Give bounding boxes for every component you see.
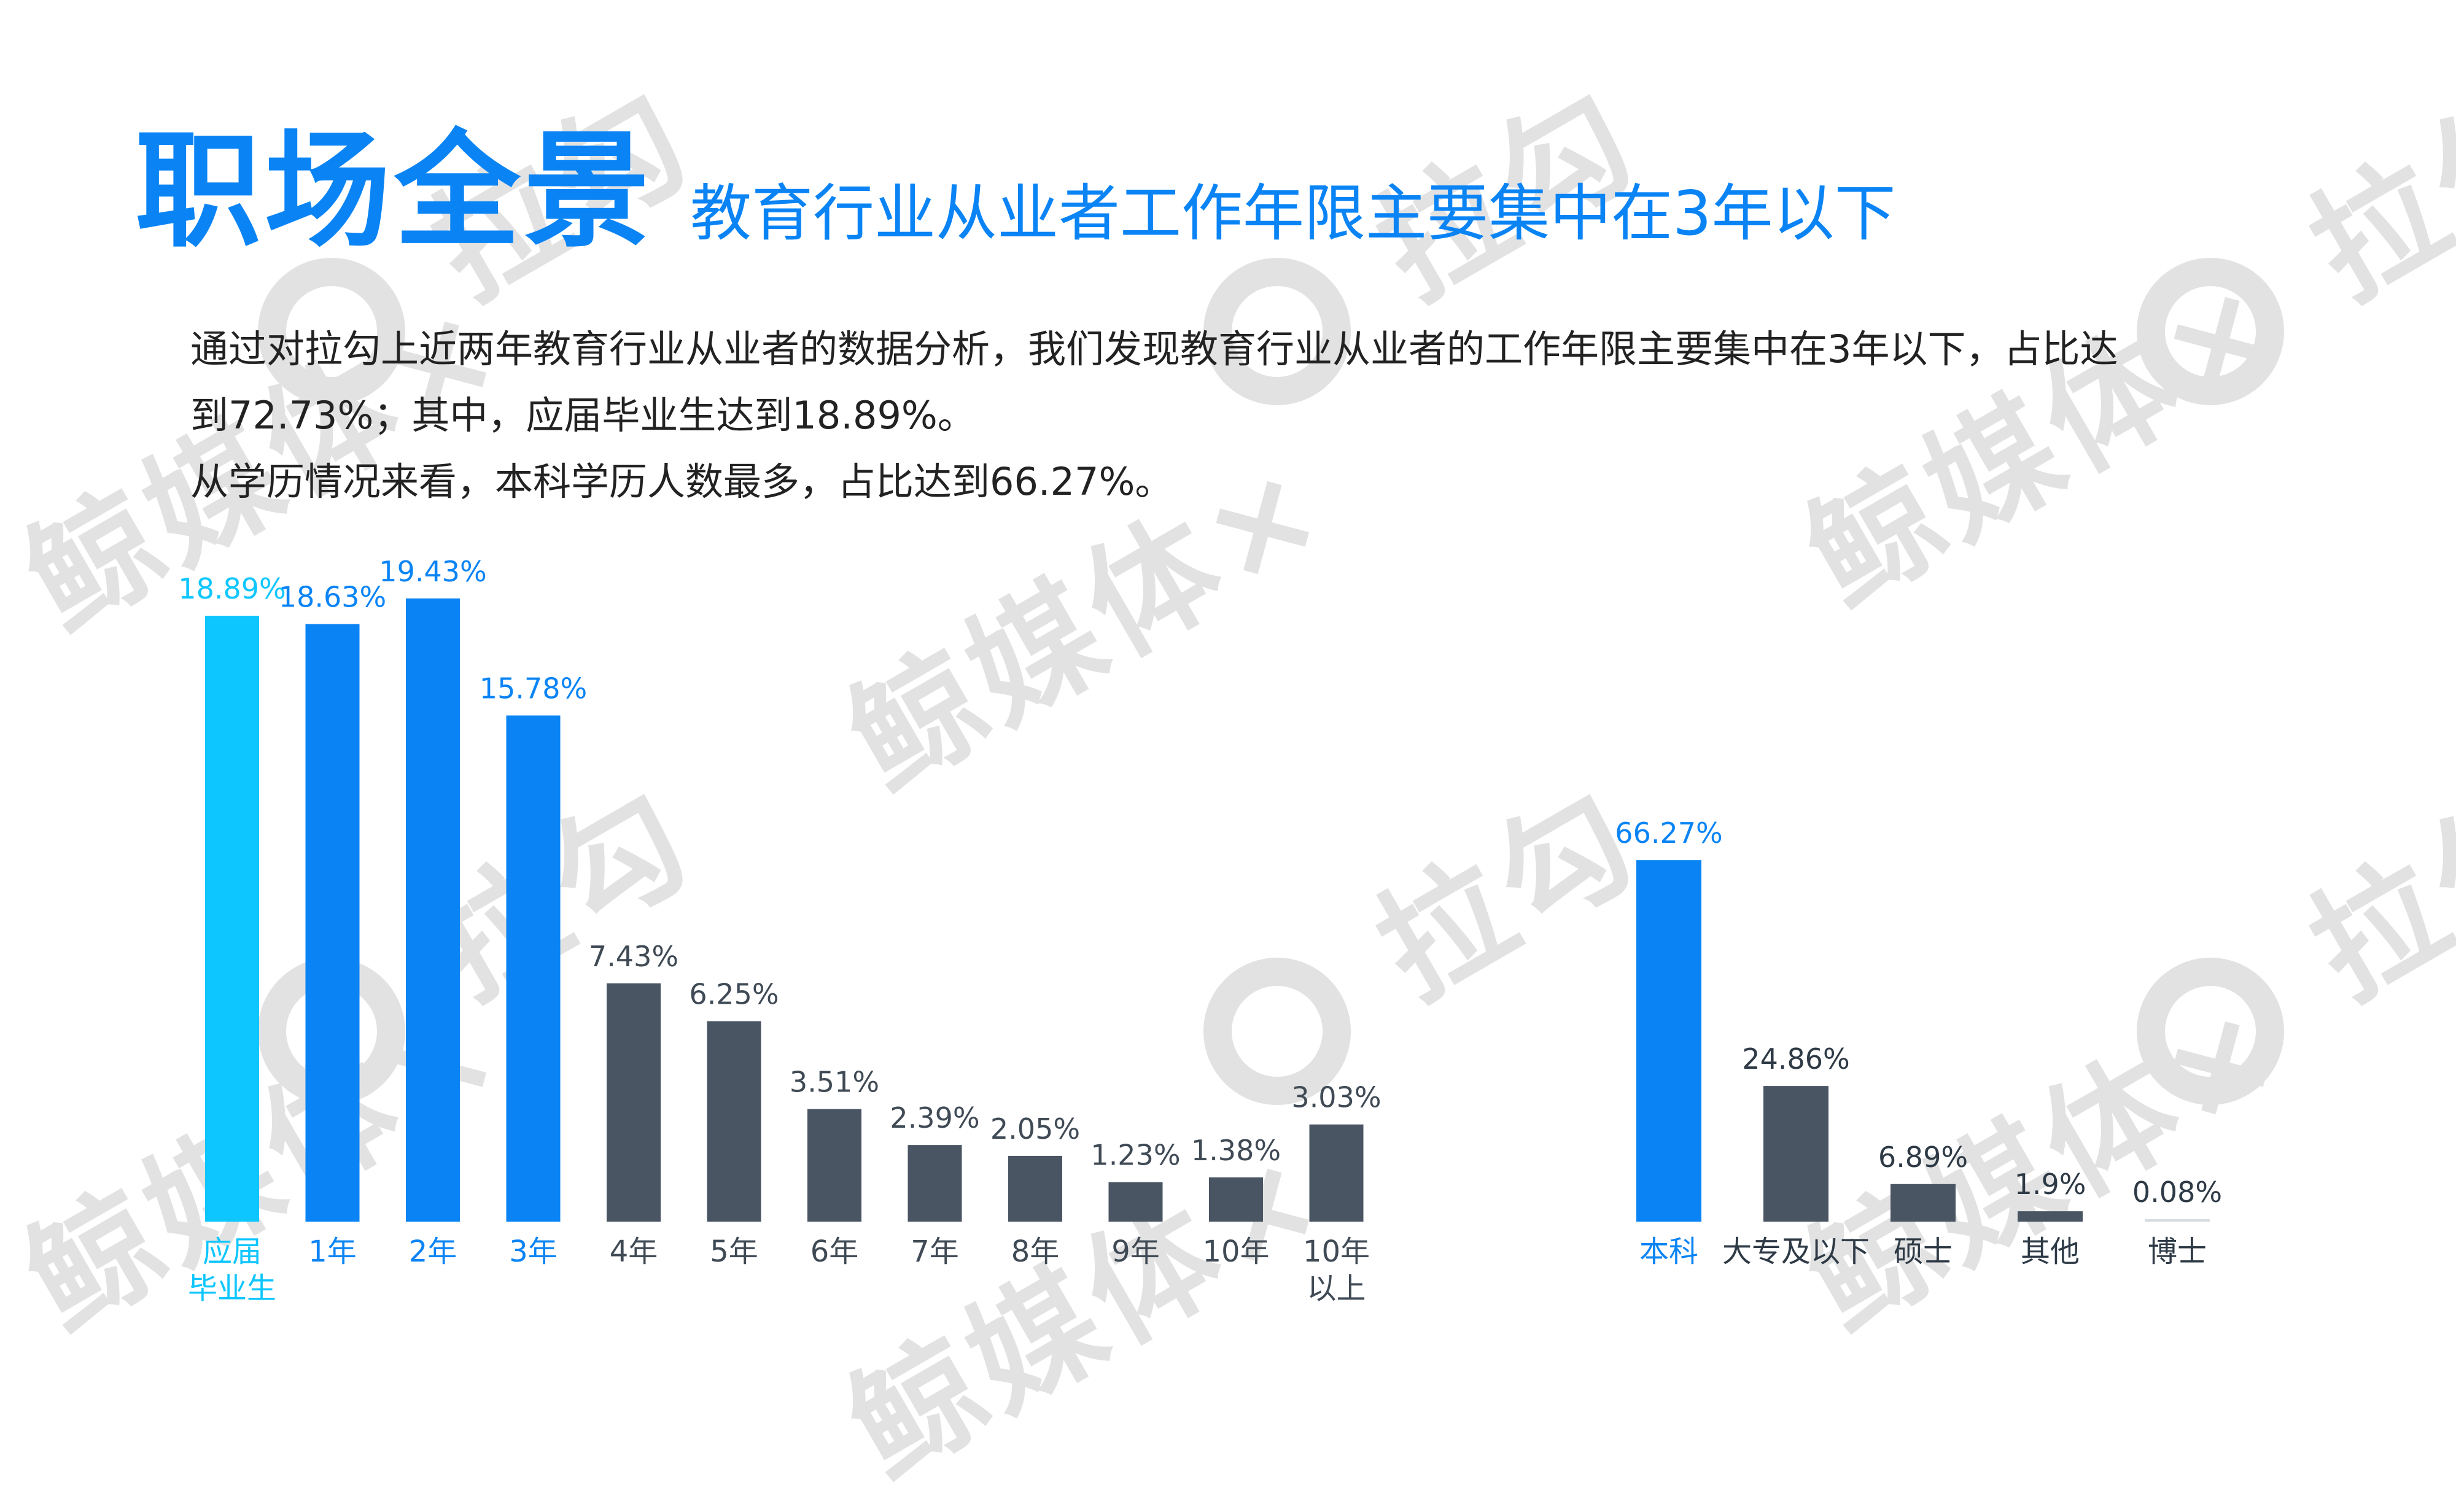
category-label: 5年 [710,1235,758,1269]
bar [1008,1155,1062,1222]
bar [1636,860,1701,1222]
category-label: 4年 [610,1235,658,1269]
category-label: 9年 [1111,1235,1160,1269]
bar [807,1109,861,1222]
description-line: 到72.73%；其中，应届毕业生达到18.89%。 [190,393,976,438]
category-label: 6年 [810,1235,859,1269]
data-label: 18.63% [279,581,386,614]
category-label: 大专及以下 [1722,1235,1870,1269]
data-label: 15.78% [480,672,587,705]
description-line: 通过对拉勾上近两年教育行业从业者的数据分析，我们发现教育行业从业者的工作年限主要… [190,327,2118,371]
bar [607,983,661,1222]
category-label: 毕业生 [188,1271,276,1306]
data-label: 1.23% [1090,1139,1180,1172]
data-label: 66.27% [1615,816,1722,850]
bar [506,715,561,1222]
data-label: 3.51% [790,1066,879,1099]
data-label: 6.89% [1878,1141,1968,1174]
bar [1891,1184,1956,1222]
data-label: 0.08% [2132,1176,2222,1209]
category-label: 1年 [308,1235,357,1269]
description-line: 从学历情况来看，本科学历人数最多，占比达到66.27%。 [190,459,1173,504]
category-label: 其他 [2021,1235,2080,1269]
data-label: 1.9% [2015,1168,2086,1201]
bar [707,1021,761,1222]
bar-charts: 18.89% 应届毕业生 18.63% 1年 19.43% 2年 15.78% 3年 7.43%… [178,555,2222,1306]
data-label: 6.25% [689,977,779,1010]
bar [907,1145,962,1222]
bar [2145,1219,2210,1222]
bar [205,615,259,1222]
description-block: 通过对拉勾上近两年教育行业从业者的数据分析，我们发现教育行业从业者的工作年限主要… [190,316,2315,515]
category-label: 3年 [509,1235,558,1269]
bar [2018,1211,2083,1222]
category-label: 应届 [203,1235,262,1269]
chart-education: 66.27% 本科 24.86% 大专及以下 6.89% 硕士 1.9% 其他 0.08% 博士 [1615,816,2222,1269]
category-label: 硕士 [1894,1235,1953,1269]
bar [406,598,460,1222]
data-label: 3.03% [1291,1081,1381,1114]
bar [1309,1124,1364,1222]
bar [1209,1177,1263,1222]
data-label: 7.43% [589,940,678,973]
category-label: 以上 [1307,1271,1366,1306]
data-label: 18.89% [178,572,286,605]
category-label: 7年 [911,1235,959,1269]
category-label: 本科 [1639,1235,1698,1269]
category-label: 2年 [409,1235,457,1269]
chart-work-years: 18.89% 应届毕业生 18.63% 1年 19.43% 2年 15.78% 3年 7.43%… [178,555,1381,1306]
category-label: 10年 [1202,1235,1269,1269]
category-label: 博士 [2148,1235,2207,1269]
data-label: 1.38% [1191,1134,1281,1167]
category-label: 10年 [1303,1235,1370,1269]
bar [1763,1086,1828,1222]
bar [1108,1182,1163,1222]
data-label: 2.05% [990,1112,1080,1146]
page-title: 职场全景 [135,118,653,265]
data-label: 24.86% [1742,1042,1849,1076]
page-header: 职场全景 教育行业从业者工作年限主要集中在3年以下 [135,129,1896,255]
data-label: 2.39% [890,1101,979,1134]
category-label: 8年 [1011,1235,1060,1269]
bar [305,624,360,1222]
data-label: 19.43% [379,555,486,588]
page-subtitle: 教育行业从业者工作年限主要集中在3年以下 [690,177,1896,249]
